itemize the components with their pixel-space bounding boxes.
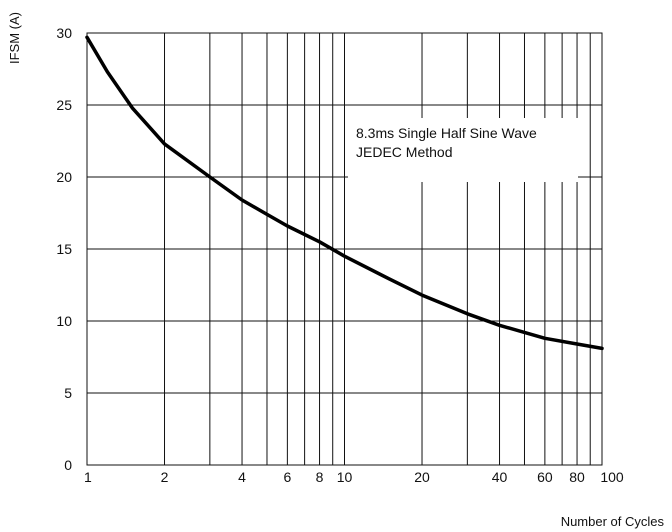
- y-tick-labels: 0 5 10 15 20 25 30: [56, 25, 72, 473]
- x-tick-label: 40: [492, 469, 508, 485]
- x-tick-labels: 1 2 4 6 8 10 20 40 60 80 100: [84, 469, 624, 485]
- x-tick-label: 6: [283, 469, 291, 485]
- x-tick-label: 20: [414, 469, 430, 485]
- x-tick-label: 4: [238, 469, 246, 485]
- x-tick-label: 1: [84, 469, 92, 485]
- x-tick-label: 8: [316, 469, 324, 485]
- x-tick-label: 60: [537, 469, 553, 485]
- y-tick-label: 20: [56, 169, 72, 185]
- annotation-background: [348, 118, 578, 182]
- y-tick-label: 30: [56, 25, 72, 41]
- annotation-line-1: 8.3ms Single Half Sine Wave: [356, 125, 537, 141]
- y-axis-label: IFSM (A): [7, 12, 22, 64]
- series-layer: [85, 35, 604, 351]
- x-axis-label: Number of Cycles: [561, 514, 665, 529]
- y-tick-label: 5: [64, 385, 72, 401]
- series-line: [85, 35, 604, 351]
- y-tick-label: 25: [56, 97, 72, 113]
- x-tick-label: 100: [600, 469, 624, 485]
- y-tick-label: 0: [64, 457, 72, 473]
- x-tick-label: 10: [337, 469, 353, 485]
- grid: [87, 33, 602, 465]
- x-tick-label: 80: [569, 469, 585, 485]
- y-tick-label: 10: [56, 313, 72, 329]
- plot-frame: [86, 32, 603, 466]
- y-tick-label: 15: [56, 241, 72, 257]
- annotation-line-2: JEDEC Method: [356, 144, 452, 160]
- x-tick-label: 2: [161, 469, 169, 485]
